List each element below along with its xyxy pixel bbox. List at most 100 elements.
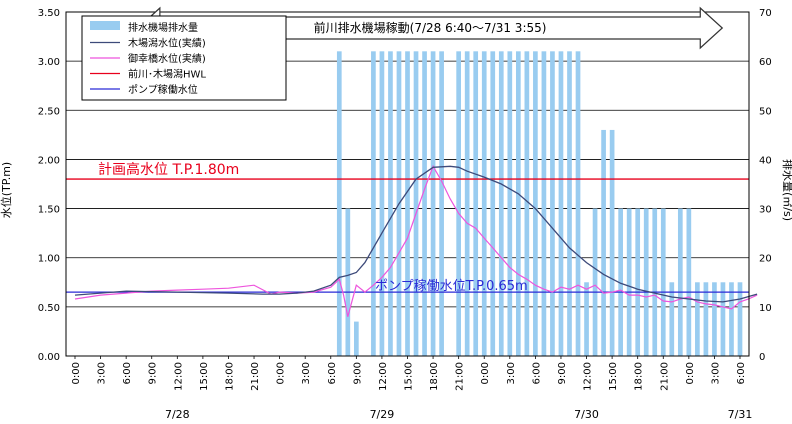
discharge-bar (712, 282, 717, 356)
discharge-bar (737, 282, 743, 356)
x-tick-label: 0:00 (71, 362, 82, 384)
discharge-bar (703, 282, 709, 356)
discharge-bar (439, 51, 444, 357)
discharge-bar (388, 51, 393, 357)
y-left-tick-label: 2.00 (38, 155, 60, 166)
discharge-bar (601, 129, 606, 356)
axis-ticks: 0.00 0.50 1.00 1.50 2.00 2.50 3.00 3.50 0 10 20 30 4… (38, 8, 772, 421)
legend-label: 御幸橋水位(実績) (128, 52, 206, 65)
x-tick-label: 6:00 (531, 362, 542, 384)
discharge-bar (677, 208, 683, 356)
discharge-bar (592, 208, 598, 356)
discharge-bar (507, 51, 513, 357)
y-left-tick-label: 2.50 (38, 106, 60, 117)
discharge-bar (336, 51, 342, 357)
y-right-tick-label: 50 (759, 106, 772, 117)
x-date-label: 7/29 (370, 408, 395, 421)
x-tick-label: 15:00 (404, 362, 415, 391)
discharge-bar (695, 282, 700, 356)
x-tick-label: 18:00 (224, 362, 235, 391)
discharge-bar (575, 51, 581, 357)
discharge-bar (422, 51, 427, 357)
x-tick-label: 9:00 (148, 362, 159, 384)
y-left-tick-label: 3.50 (38, 8, 60, 19)
x-tick-label: 18:00 (634, 362, 645, 391)
discharge-bar (626, 208, 632, 356)
discharge-bar (430, 51, 436, 357)
y-left-tick-label: 3.00 (38, 57, 60, 68)
discharge-bar (515, 51, 521, 357)
discharge-bar (473, 51, 479, 357)
y-axis-left-title: 水位(TP.m) (0, 162, 13, 218)
x-tick-label: 0:00 (276, 362, 287, 384)
discharge-bar (371, 51, 376, 357)
legend-label: 前川･木場潟HWL (128, 68, 206, 81)
discharge-bar (635, 208, 641, 356)
discharge-bar (464, 51, 470, 357)
x-tick-label: 12:00 (583, 362, 594, 391)
x-tick-label: 18:00 (429, 362, 440, 391)
pump-annotation: ポンプ稼働水位T.P.0.65m (375, 279, 528, 294)
x-tick-label: 6:00 (327, 362, 338, 384)
discharge-bars (336, 51, 743, 357)
y-left-tick-label: 1.00 (38, 254, 60, 265)
discharge-bar (729, 282, 734, 356)
discharge-bar (413, 51, 419, 357)
y-right-tick-label: 0 (759, 352, 765, 363)
x-tick-label: 9:00 (352, 362, 363, 384)
x-tick-label: 12:00 (173, 362, 184, 391)
discharge-bar (456, 51, 461, 357)
discharge-bar (541, 51, 547, 357)
x-date-label: 7/31 (728, 408, 753, 421)
discharge-bar (498, 51, 504, 357)
x-tick-label: 12:00 (378, 362, 389, 391)
discharge-bar (669, 282, 675, 356)
y-right-tick-label: 10 (759, 303, 772, 314)
discharge-bar (686, 208, 692, 356)
level-lines (66, 164, 758, 317)
x-tick-label: 15:00 (199, 362, 210, 391)
discharge-bar (567, 51, 572, 357)
x-tick-label: 3:00 (301, 362, 312, 384)
x-tick-label: 3:00 (506, 362, 517, 384)
x-tick-label: 21:00 (659, 362, 670, 391)
x-tick-label: 6:00 (122, 362, 133, 384)
discharge-bar (524, 51, 530, 357)
x-tick-label: 3:00 (710, 362, 721, 384)
legend-label: ポンプ稼働水位 (128, 83, 198, 96)
discharge-bar (660, 208, 666, 356)
x-tick-label: 9:00 (557, 362, 568, 384)
discharge-bar (345, 208, 351, 356)
discharge-bar (643, 208, 649, 356)
y-left-tick-label: 0.50 (38, 303, 60, 314)
x-date-label: 7/28 (165, 408, 190, 421)
discharge-bar (584, 282, 589, 356)
y-left-tick-label: 1.50 (38, 205, 60, 216)
legend-label: 排水機場排水量 (128, 21, 198, 34)
x-tick-label: 21:00 (250, 362, 261, 391)
discharge-bar (558, 51, 564, 357)
x-tick-label: 6:00 (736, 362, 747, 384)
y-right-tick-label: 40 (759, 155, 772, 166)
discharge-bar (490, 51, 496, 357)
x-date-label: 7/30 (574, 408, 599, 421)
x-tick-label: 15:00 (608, 362, 619, 391)
discharge-bar (609, 129, 615, 356)
discharge-bar (481, 51, 487, 357)
y-right-tick-label: 20 (759, 254, 772, 265)
y-right-tick-label: 60 (759, 57, 772, 68)
kibagata-level-line (74, 165, 758, 303)
discharge-bar (720, 282, 726, 356)
discharge-bar (533, 51, 538, 357)
hwl-annotation: 計画高水位 T.P.1.80m (98, 161, 239, 178)
discharge-bar (652, 208, 658, 356)
x-tick-label: 0:00 (685, 362, 696, 384)
y-axis-right-title: 排水量(㎥/s) (781, 159, 792, 221)
x-tick-label: 0:00 (480, 362, 491, 384)
legend-label: 木場潟水位(実績) (128, 37, 206, 50)
discharge-bar (618, 208, 623, 356)
discharge-bar (379, 51, 385, 357)
discharge-bar (354, 321, 359, 356)
